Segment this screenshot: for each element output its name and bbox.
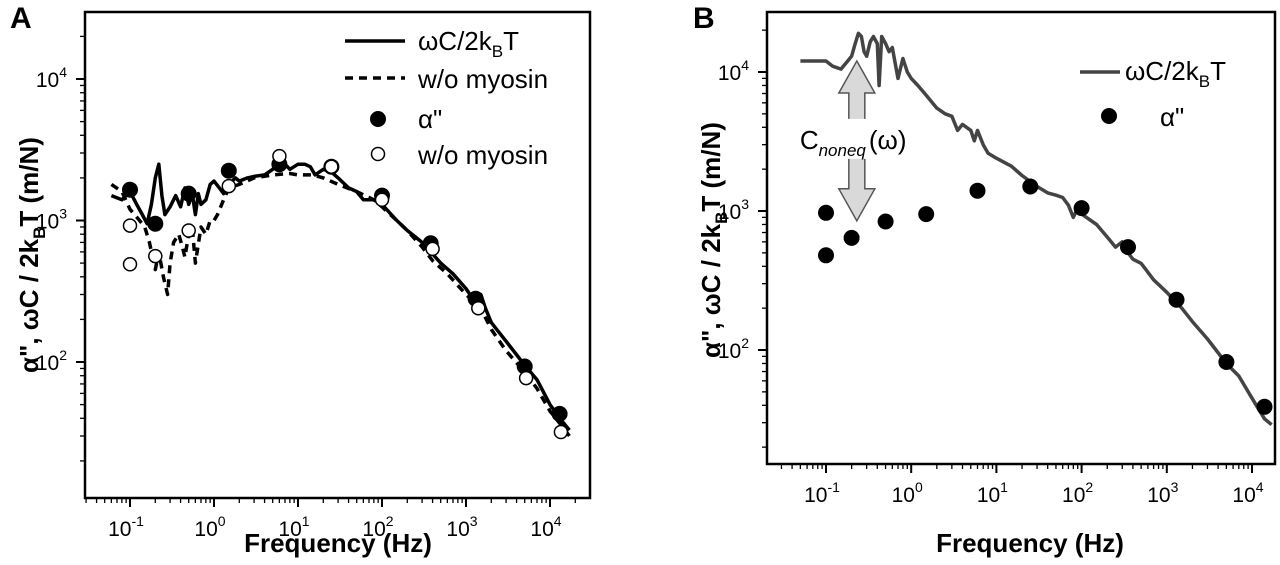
x-tick-label: 103 [446, 513, 477, 541]
filled-data-point [1168, 291, 1185, 308]
filled-data-point [147, 215, 164, 232]
open-data-point [122, 218, 138, 233]
legend-open-circle [370, 146, 386, 162]
x-tick-label: 102 [362, 513, 393, 541]
filled-data-point [551, 405, 568, 422]
panel-b-x-axis: 10-1 100 101 102 103 104 [780, 464, 1264, 507]
open-data-point [272, 148, 287, 164]
panel-b: B 102 103 104 10-1 100 101 102 103 104 Cnoneq (ω… [693, 2, 1277, 558]
y-tick-label: 104 [36, 64, 67, 92]
series-line-1 [110, 171, 571, 438]
y-tick-label: 103 [36, 206, 67, 234]
x-tick-label: 10-1 [804, 479, 840, 507]
y-tick-label: 103 [718, 196, 749, 224]
panel-b-x-axis-title: Frequency (Hz) [936, 528, 1124, 558]
open-data-point [181, 223, 196, 238]
x-tick-label: 104 [1232, 479, 1263, 507]
x-tick-label: 100 [194, 513, 225, 541]
panel-b-legend: ωC/2kBT α" [1080, 56, 1226, 132]
panel-a-legend-label-0: ωC/2kBT [418, 26, 519, 61]
x-tick-label: 100 [892, 479, 923, 507]
legend-filled-circle [370, 111, 386, 127]
filled-data-point [1073, 200, 1090, 217]
panel-a-legend-label-1: w/o myosin [417, 64, 548, 94]
open-data-point [122, 257, 138, 272]
open-data-point [553, 424, 569, 440]
filled-data-point [818, 204, 834, 221]
open-data-point [374, 192, 390, 208]
y-tick-label: 102 [718, 335, 749, 363]
filled-data-point [220, 162, 237, 179]
filled-data-point [877, 213, 894, 230]
panel-b-plot-frame [765, 10, 1277, 466]
panel-a-letter: A [10, 2, 32, 35]
panel-a-y-axis: 102 103 104 [36, 35, 85, 462]
annotation-label: Cnoneq (ω) [800, 125, 907, 160]
open-data-point [148, 248, 163, 264]
series-line-0 [110, 160, 571, 432]
panel-b-series [800, 31, 1273, 427]
filled-data-point [843, 229, 860, 246]
y-tick-label: 102 [36, 347, 67, 375]
panel-b-letter: B [693, 2, 715, 35]
panel-a-x-axis-title: Frequency (Hz) [244, 528, 432, 558]
panel-b-annotation: Cnoneq (ω) [796, 59, 937, 223]
panel-a: A 102 103 104 10-1 100 101 102 103 104 Frequenc… [10, 2, 592, 558]
series-line-0 [800, 31, 1273, 427]
open-data-point [324, 159, 339, 174]
panel-a-legend: ωC/2kBT w/o myosin α" w/o myosin [345, 26, 548, 170]
x-tick-label: 103 [1147, 479, 1178, 507]
panel-a-y-axis-title: α", ωC / 2kBT (m/N) [14, 137, 49, 373]
open-data-point [471, 300, 486, 316]
x-tick-label: 101 [278, 513, 309, 541]
panel-b-legend-label-0: ωC/2kBT [1125, 56, 1226, 91]
x-tick-label: 104 [530, 513, 561, 541]
filled-data-point [516, 358, 533, 375]
y-tick-label: 104 [718, 57, 749, 85]
open-data-point [221, 178, 237, 194]
filled-data-point [1218, 354, 1235, 370]
filled-data-point [818, 247, 834, 264]
legend-filled-circle [1101, 108, 1117, 124]
x-tick-label: 101 [977, 479, 1008, 507]
panel-a-x-axis: 10-1 100 101 102 103 104 [85, 498, 576, 541]
x-tick-label: 102 [1062, 479, 1093, 507]
annotation-backdrop [796, 118, 937, 159]
open-data-point [518, 370, 534, 386]
panel-a-legend-label-2: α" [418, 104, 442, 134]
filled-data-point [122, 181, 138, 198]
panel-b-y-axis-title: α", ωC / 2kBT (m/N) [696, 122, 731, 358]
open-data-point [425, 241, 440, 257]
panel-a-series [110, 148, 571, 440]
filled-data-point [969, 182, 986, 199]
filled-data-point [1256, 398, 1273, 415]
filled-data-point [918, 206, 935, 223]
x-tick-label: 10-1 [108, 513, 144, 541]
filled-data-point [180, 185, 197, 202]
panel-a-legend-label-3: w/o myosin [417, 140, 548, 170]
panel-b-legend-label-1: α" [1160, 102, 1184, 132]
panel-b-y-axis: 102 103 104 [718, 29, 767, 448]
filled-data-point [1022, 178, 1039, 195]
filled-data-point [1120, 239, 1136, 256]
